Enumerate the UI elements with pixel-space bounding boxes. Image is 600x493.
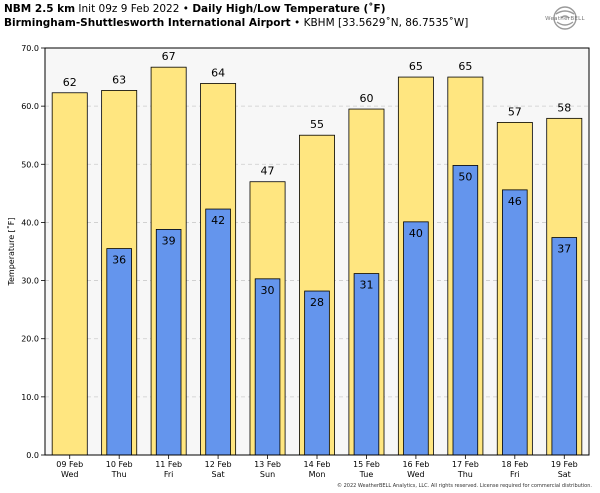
- plot-frame: [44, 47, 590, 456]
- chart-title: Daily High/Low Temperature (˚F): [192, 3, 386, 15]
- x-tick-day: Tue: [359, 470, 374, 479]
- high-temp-label: 65: [409, 60, 423, 73]
- low-temp-label: 30: [261, 284, 275, 297]
- low-temp-bar: [205, 208, 231, 456]
- x-tick-date: 13 Feb: [254, 460, 281, 469]
- x-tick-date: 15 Feb: [353, 460, 380, 469]
- high-temp-label: 47: [261, 165, 275, 178]
- x-tick-day: Wed: [61, 470, 78, 479]
- high-temp-label: 64: [211, 66, 225, 79]
- low-temp-bar: [304, 290, 330, 456]
- low-temp-label: 31: [359, 279, 373, 292]
- station-info: KBHM [33.5629˚N, 86.7535˚W]: [303, 17, 469, 29]
- high-temp-label: 55: [310, 118, 324, 131]
- low-temp-bar: [353, 273, 380, 456]
- y-tick-label: 30.0: [21, 277, 39, 286]
- high-temp-label: 67: [162, 50, 176, 63]
- x-tick-day: Wed: [407, 470, 424, 479]
- x-tick-date: 12 Feb: [205, 460, 232, 469]
- x-tick-date: 11 Feb: [155, 460, 182, 469]
- x-tick-day: Fri: [164, 470, 174, 479]
- low-temp-bar: [254, 278, 281, 456]
- low-temp-label: 36: [112, 254, 126, 267]
- x-tick-day: Thu: [111, 470, 127, 479]
- x-tick-date: 09 Feb: [56, 460, 83, 469]
- chart-header: NBM 2.5 km Init 09z 9 Feb 2022 • Daily H…: [4, 2, 468, 30]
- x-tick-date: 19 Feb: [551, 460, 578, 469]
- low-temp-bar: [106, 248, 132, 456]
- high-temp-label: 63: [112, 73, 126, 86]
- x-tick-day: Sat: [212, 470, 225, 479]
- x-tick-date: 14 Feb: [304, 460, 331, 469]
- y-tick-label: 40.0: [21, 218, 39, 227]
- low-temp-label: 50: [458, 170, 472, 183]
- low-temp-label: 37: [557, 243, 571, 256]
- low-temp-label: 28: [310, 296, 324, 309]
- low-temp-label: 40: [409, 227, 423, 240]
- y-tick-label: 70.0: [21, 44, 39, 53]
- low-temp-label: 46: [508, 195, 522, 208]
- y-tick-label: 0.0: [26, 451, 39, 460]
- high-temp-bar: [51, 92, 88, 456]
- low-temp-bar: [155, 229, 182, 456]
- x-tick-date: 18 Feb: [501, 460, 528, 469]
- low-temp-bar: [403, 221, 429, 456]
- y-tick-label: 10.0: [21, 393, 39, 402]
- low-temp-label: 39: [162, 234, 176, 247]
- low-temp-bar: [502, 189, 528, 456]
- y-tick-label: 50.0: [21, 160, 39, 169]
- low-temp-bar: [452, 165, 479, 456]
- separator-bullet-2: •: [294, 17, 301, 29]
- weatherbell-logo: WeatherBELL: [545, 6, 585, 30]
- low-temp-bar: [551, 237, 578, 456]
- low-temp-label: 42: [211, 214, 225, 227]
- copyright-notice: © 2022 WeatherBELL Analytics, LLC. All r…: [337, 483, 592, 489]
- x-tick-day: Thu: [457, 470, 473, 479]
- y-axis-label: Temperature [˚F]: [6, 217, 16, 286]
- high-temp-label: 58: [557, 101, 571, 114]
- high-temp-label: 57: [508, 105, 522, 118]
- high-temp-label: 65: [458, 60, 472, 73]
- high-temp-label: 60: [359, 92, 373, 105]
- model-name: NBM 2.5 km: [4, 3, 76, 15]
- high-temp-label: 62: [63, 76, 77, 89]
- x-tick-day: Mon: [309, 470, 326, 479]
- swirl-icon: [553, 6, 577, 30]
- header-line-1: NBM 2.5 km Init 09z 9 Feb 2022 • Daily H…: [4, 2, 468, 16]
- y-tick-label: 20.0: [21, 335, 39, 344]
- y-tick-label: 60.0: [21, 102, 39, 111]
- init-time: Init 09z 9 Feb 2022: [78, 3, 180, 15]
- x-tick-date: 16 Feb: [402, 460, 429, 469]
- x-tick-date: 10 Feb: [106, 460, 133, 469]
- x-tick-day: Fri: [510, 470, 520, 479]
- station-name: Birmingham-Shuttlesworth International A…: [4, 17, 291, 29]
- x-tick-day: Sun: [260, 470, 275, 479]
- x-tick-date: 17 Feb: [452, 460, 479, 469]
- separator-bullet: •: [182, 3, 189, 15]
- header-line-2: Birmingham-Shuttlesworth International A…: [4, 16, 468, 30]
- logo-text: WeatherBELL: [545, 16, 585, 22]
- x-tick-day: Sat: [558, 470, 571, 479]
